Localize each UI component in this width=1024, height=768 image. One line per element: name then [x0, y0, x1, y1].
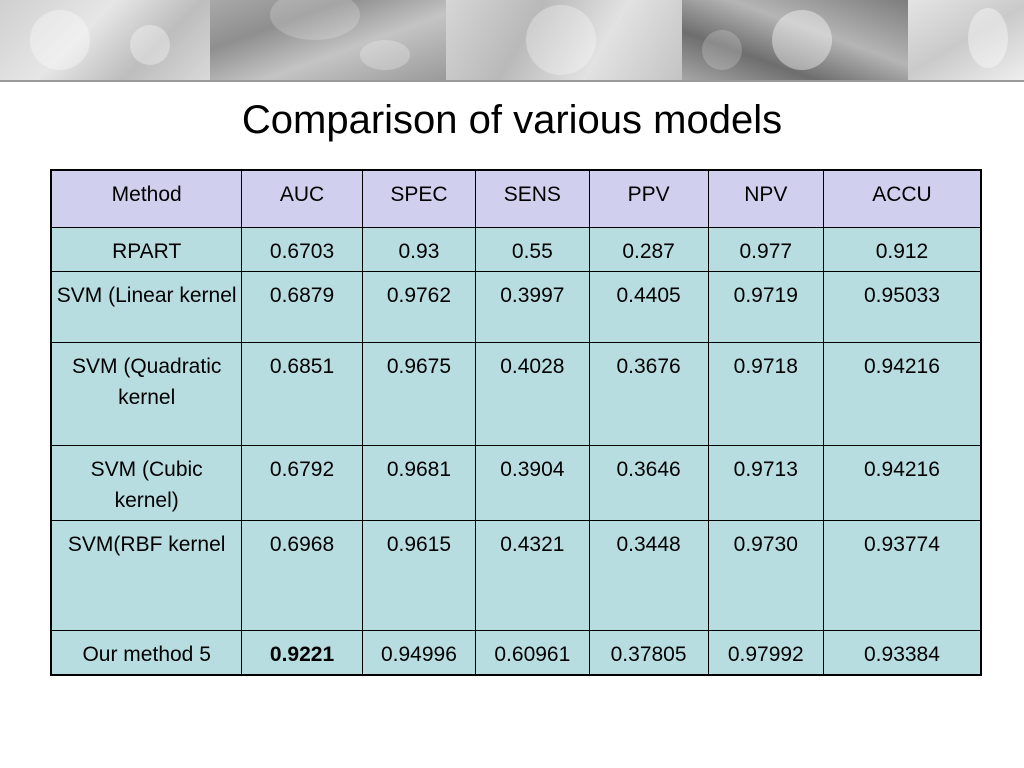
cell-spec: 0.9681 [361, 445, 477, 521]
dna-photo [682, 0, 908, 80]
cell-npv: 0.977 [707, 227, 824, 272]
table-row: SVM (Linear kernel 0.6879 0.9762 0.3997 … [50, 271, 982, 343]
cell-accu: 0.93774 [822, 520, 982, 631]
header-ppv: PPV [588, 169, 709, 228]
model-comparison-table: Method AUC SPEC SENS PPV NPV ACCU RPART … [50, 169, 982, 676]
table-row: Our method 5 0.9221 0.94996 0.60961 0.37… [50, 630, 982, 676]
cell-auc: 0.6703 [241, 227, 363, 272]
table-row: SVM (Cubic kernel) 0.6792 0.9681 0.3904 … [50, 445, 982, 521]
cell-sens: 0.55 [475, 227, 590, 272]
cell-npv: 0.9718 [707, 342, 824, 446]
cell-method: Our method 5 [50, 630, 243, 676]
cell-accu: 0.93384 [822, 630, 982, 676]
lab-glassware-photo [0, 0, 210, 80]
cell-sens: 0.3997 [475, 271, 590, 343]
slide-title: Comparison of various models [241, 98, 783, 142]
skeleton-photo [446, 0, 682, 80]
cell-spec: 0.9762 [361, 271, 477, 343]
cell-sens: 0.3904 [475, 445, 590, 521]
microscope-photo [210, 0, 446, 80]
table-row: SVM(RBF kernel 0.6968 0.9615 0.4321 0.34… [50, 520, 982, 631]
header-banner-image [0, 0, 1024, 80]
cell-method: RPART [50, 227, 243, 272]
cell-sens: 0.4321 [475, 520, 590, 631]
cell-auc: 0.6792 [241, 445, 363, 521]
cell-accu: 0.912 [822, 227, 982, 272]
cell-sens: 0.4028 [475, 342, 590, 446]
cell-npv: 0.9719 [707, 271, 824, 343]
header-accu: ACCU [822, 169, 982, 228]
cell-auc: 0.6968 [241, 520, 363, 631]
cell-method: SVM (Linear kernel [50, 271, 243, 343]
banner-divider [0, 80, 1024, 82]
cell-auc-best: 0.9221 [241, 630, 363, 676]
cell-auc: 0.6851 [241, 342, 363, 446]
cell-method: SVM(RBF kernel [50, 520, 243, 631]
cell-ppv: 0.287 [588, 227, 709, 272]
table-header-row: Method AUC SPEC SENS PPV NPV ACCU [50, 169, 982, 228]
cell-ppv: 0.4405 [588, 271, 709, 343]
cell-ppv: 0.3676 [588, 342, 709, 446]
cell-auc: 0.6879 [241, 271, 363, 343]
table-row: SVM (Quadratic kernel 0.6851 0.9675 0.40… [50, 342, 982, 446]
header-method: Method [50, 169, 243, 228]
cell-accu: 0.94216 [822, 445, 982, 521]
header-sens: SENS [475, 169, 590, 228]
header-auc: AUC [241, 169, 363, 228]
header-npv: NPV [707, 169, 824, 228]
cell-spec: 0.9675 [361, 342, 477, 446]
flask-photo [908, 0, 1024, 80]
header-spec: SPEC [361, 169, 477, 228]
cell-sens: 0.60961 [475, 630, 590, 676]
table-row: RPART 0.6703 0.93 0.55 0.287 0.977 0.912 [50, 227, 982, 272]
cell-spec: 0.93 [361, 227, 477, 272]
cell-method: SVM (Cubic kernel) [50, 445, 243, 521]
cell-method: SVM (Quadratic kernel [50, 342, 243, 446]
cell-accu: 0.95033 [822, 271, 982, 343]
cell-npv: 0.97992 [707, 630, 824, 676]
cell-ppv: 0.37805 [588, 630, 709, 676]
cell-ppv: 0.3448 [588, 520, 709, 631]
cell-spec: 0.94996 [361, 630, 477, 676]
cell-npv: 0.9713 [707, 445, 824, 521]
cell-accu: 0.94216 [822, 342, 982, 446]
cell-spec: 0.9615 [361, 520, 477, 631]
cell-ppv: 0.3646 [588, 445, 709, 521]
cell-npv: 0.9730 [707, 520, 824, 631]
